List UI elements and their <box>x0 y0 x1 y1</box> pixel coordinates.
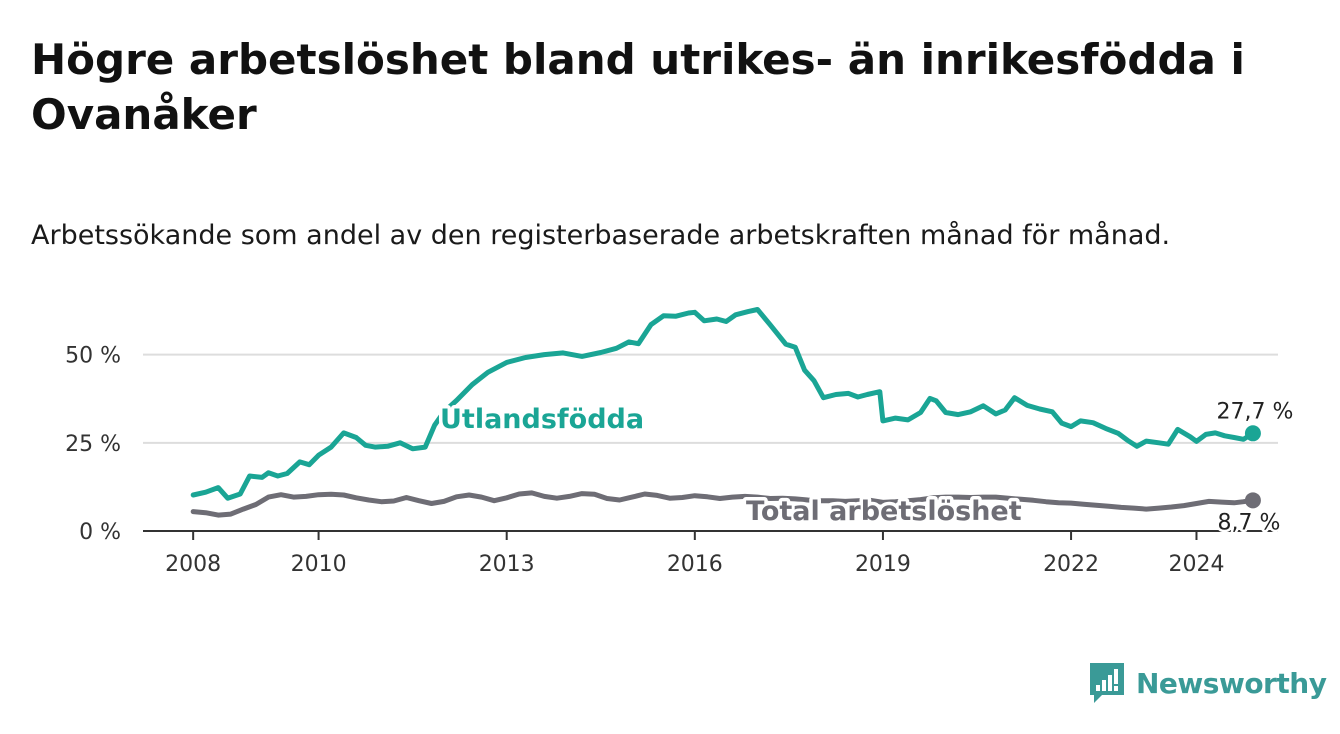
x-tick-label: 2019 <box>855 552 911 577</box>
y-tick-label: 25 % <box>65 432 121 457</box>
series-end-point <box>1244 492 1261 509</box>
series-line-total <box>190 490 1256 518</box>
chart-title: Högre arbetslöshet bland utrikes- än inr… <box>31 35 1245 139</box>
brand-logo: Newsworthy <box>1088 660 1327 706</box>
series-line-utlandsfodda <box>190 307 1256 501</box>
x-tick-label: 2016 <box>667 552 723 577</box>
series-label-utlandsfodda: Utlandsfödda <box>440 404 644 435</box>
series-label-total: Total arbetslöshet <box>746 496 1022 527</box>
x-tick-label: 2013 <box>479 552 535 577</box>
x-tick-label: 2022 <box>1043 552 1099 577</box>
end-value-label-utlandsfodda: 27,7 % <box>1216 399 1293 424</box>
axes: 0 % 25 % 50 % 2008 2010 2013 2016 2019 2022 2024 <box>65 344 1278 577</box>
y-tick-label: 50 % <box>65 344 121 369</box>
series-lines <box>190 307 1256 518</box>
chart-subtitle: Arbetssökande som andel av den registerb… <box>31 220 1171 251</box>
series-end-point <box>1244 425 1261 442</box>
x-tick-label: 2010 <box>291 552 347 577</box>
brand-name: Newsworthy <box>1136 666 1327 700</box>
end-value-label-total: 8,7 % <box>1217 510 1280 535</box>
newsworthy-logo-icon <box>1090 663 1124 703</box>
x-tick-label: 2008 <box>165 552 221 577</box>
chart-labels: Utlandsfödda Total arbetslöshet 27,7 % 8,7 … <box>437 399 1294 538</box>
y-tick-label: 0 % <box>79 520 121 545</box>
x-tick-label: 2024 <box>1168 552 1224 577</box>
